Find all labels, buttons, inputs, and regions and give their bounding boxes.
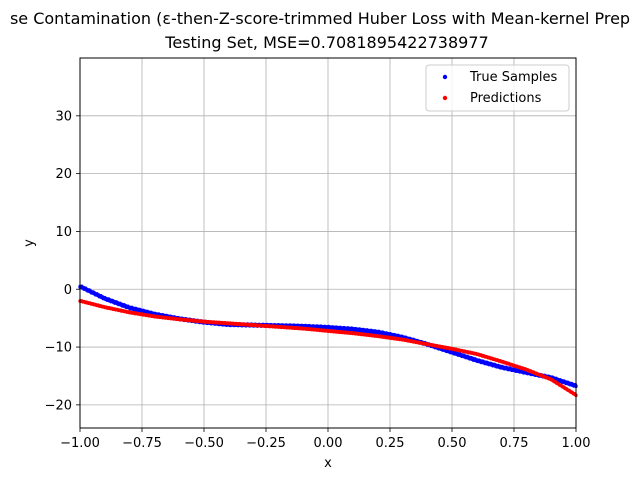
data-points: [78, 284, 578, 398]
y-tick-label: 20: [55, 167, 72, 182]
legend-label-predictions: Predictions: [470, 91, 542, 106]
legend-box: [425, 64, 570, 112]
x-tick-label: −0.25: [246, 436, 286, 451]
series-predictions: [78, 299, 578, 398]
x-tick-label: 0.50: [438, 436, 467, 451]
x-tick-label: 0.25: [376, 436, 405, 451]
y-tick-label: −10: [45, 341, 72, 356]
x-axis-label: x: [324, 456, 332, 471]
x-tick-label: −1.00: [60, 436, 100, 451]
y-tick-label: 0: [64, 283, 72, 298]
y-tick-label: 30: [55, 109, 72, 124]
chart-title-line-2: Testing Set, MSE=0.7081895422738977: [164, 33, 488, 52]
x-tick-label: −0.50: [184, 436, 224, 451]
legend-label-true-samples: True Samples: [469, 70, 557, 85]
y-tick-label: −20: [45, 398, 72, 413]
legend-marker-predictions: [442, 95, 448, 101]
legend-marker-true-samples: [442, 74, 448, 80]
x-tick-label: 0.00: [314, 436, 343, 451]
x-tick-label: 0.75: [500, 436, 529, 451]
x-tick-label: −0.75: [122, 436, 162, 451]
y-axis-label: y: [22, 239, 37, 247]
chart-title-line-1: se Contamination (ε-then-Z-score-trimmed…: [10, 9, 630, 28]
x-axis-ticks: −1.00 −0.75 −0.50 −0.25 0.00 0.25 0.50 0.75 1.00: [60, 428, 590, 451]
x-tick-label: 1.00: [562, 436, 591, 451]
legend: True Samples Predictions: [425, 64, 570, 112]
grid-lines: [79, 58, 577, 428]
y-axis-ticks: −20 −10 0 10 20 30: [45, 109, 80, 413]
y-tick-label: 10: [55, 225, 72, 240]
